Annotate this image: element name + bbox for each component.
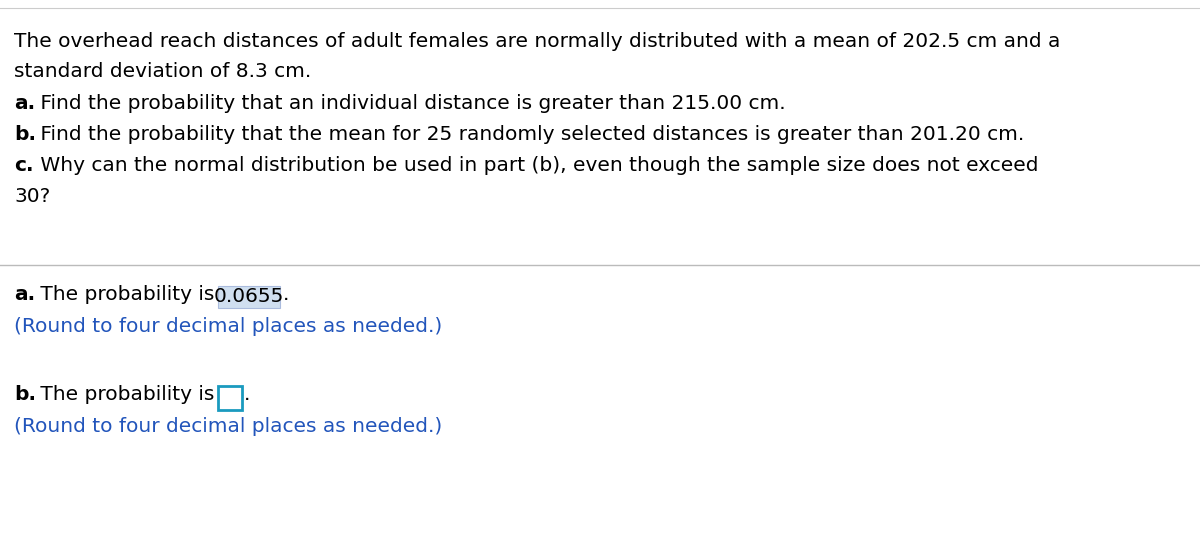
Text: Find the probability that an individual distance is greater than 215.00 cm.: Find the probability that an individual … bbox=[34, 94, 786, 113]
Text: The probability is: The probability is bbox=[34, 285, 221, 304]
Text: .: . bbox=[283, 285, 289, 304]
Text: 30?: 30? bbox=[14, 187, 50, 206]
Text: .: . bbox=[244, 385, 251, 404]
Text: a.: a. bbox=[14, 94, 35, 113]
Text: (Round to four decimal places as needed.): (Round to four decimal places as needed.… bbox=[14, 317, 443, 336]
FancyBboxPatch shape bbox=[218, 386, 242, 410]
Text: c.: c. bbox=[14, 156, 34, 175]
Text: The overhead reach distances of adult females are normally distributed with a me: The overhead reach distances of adult fe… bbox=[14, 32, 1061, 51]
FancyBboxPatch shape bbox=[218, 286, 280, 308]
Text: standard deviation of 8.3 cm.: standard deviation of 8.3 cm. bbox=[14, 62, 311, 81]
Text: The probability is: The probability is bbox=[34, 385, 221, 404]
Text: b.: b. bbox=[14, 385, 36, 404]
Text: Find the probability that the mean for 25 randomly selected distances is greater: Find the probability that the mean for 2… bbox=[34, 125, 1025, 144]
Text: Why can the normal distribution be used in part (b), even though the sample size: Why can the normal distribution be used … bbox=[34, 156, 1038, 175]
Text: (Round to four decimal places as needed.): (Round to four decimal places as needed.… bbox=[14, 417, 443, 436]
Text: a.: a. bbox=[14, 285, 35, 304]
Text: 0.0655: 0.0655 bbox=[214, 287, 284, 307]
Text: b.: b. bbox=[14, 125, 36, 144]
